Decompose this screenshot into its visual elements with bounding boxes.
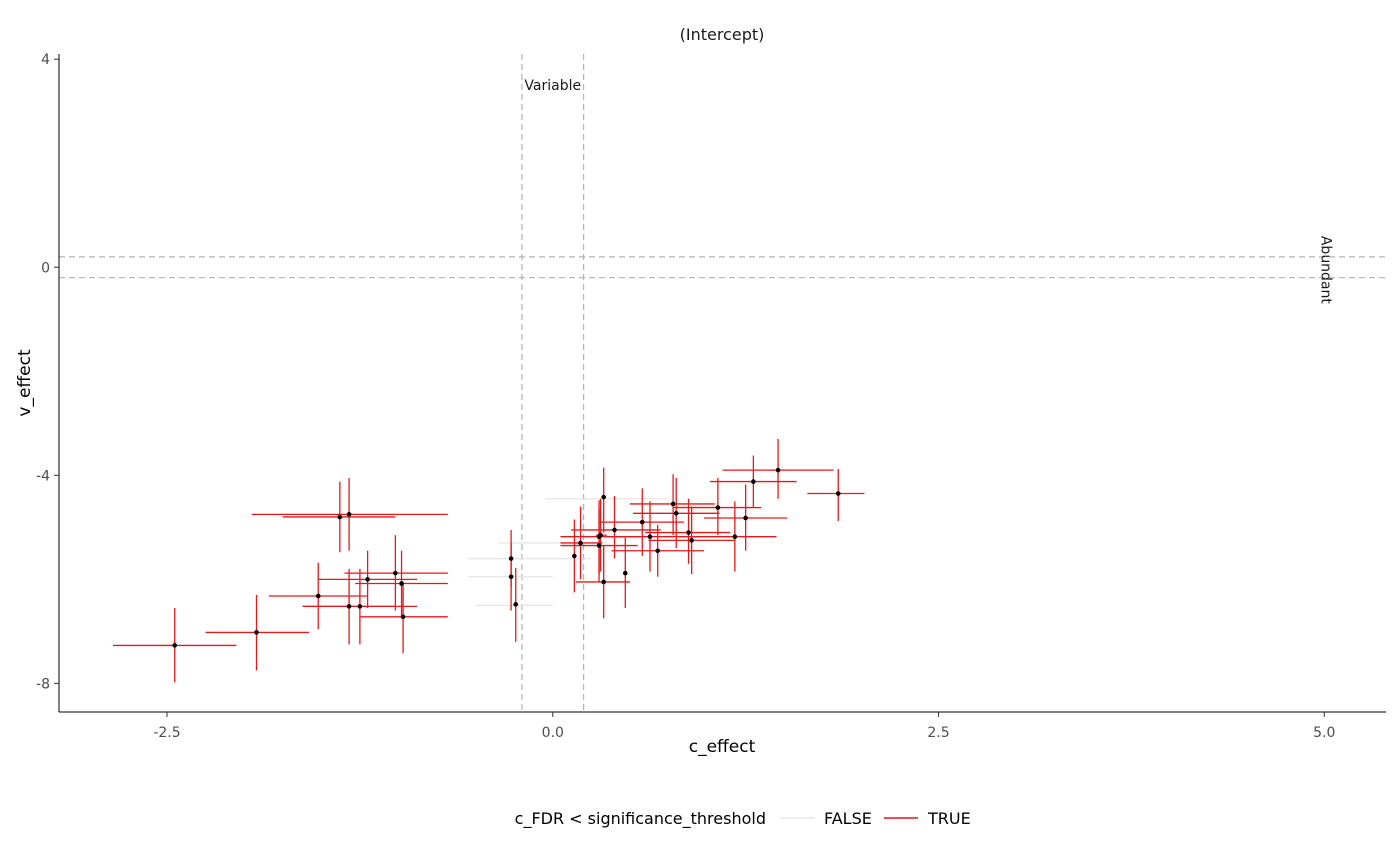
point-true-2: [315, 593, 321, 599]
point-true-6: [357, 604, 363, 609]
x-axis-ticks: -2.5 0.0 2.5 5.0: [153, 712, 1335, 741]
x-tick-label-1: 0.0: [542, 725, 564, 741]
point-true-20: [601, 579, 606, 585]
x-tick-label-0: -2.5: [153, 725, 180, 741]
point-true-5: [346, 604, 352, 609]
point-true-7: [365, 577, 370, 582]
point-true-3: [337, 514, 343, 520]
point-true-29: [689, 538, 694, 543]
errorbars-true-series: [113, 438, 865, 683]
point-true-18: [598, 532, 603, 538]
point-true-27: [673, 510, 679, 516]
y-tick-label-1: 0: [41, 260, 50, 276]
y-tick-label-0: 4: [41, 52, 50, 68]
point-true-31: [732, 534, 738, 540]
point-true-0: [172, 643, 178, 648]
point-true-10: [400, 614, 406, 620]
point-true-24: [647, 534, 653, 540]
data-points: [172, 467, 841, 648]
legend: c_FDR < significance_threshold FALSE TRU…: [515, 809, 971, 829]
point-true-25: [655, 548, 660, 554]
errorbars-false-series: [467, 498, 669, 607]
point-true-12: [508, 574, 514, 580]
point-true-28: [686, 530, 691, 535]
point-true-17: [596, 543, 602, 548]
point-true-22: [622, 570, 628, 576]
y-tick-label-2: -4: [36, 468, 50, 484]
point-true-21: [612, 527, 617, 533]
point-true-30: [715, 505, 721, 510]
point-true-8: [393, 570, 398, 576]
point-true-14: [572, 553, 577, 559]
point-true-19: [601, 494, 606, 500]
point-true-32: [743, 515, 748, 521]
point-true-1: [254, 630, 259, 635]
point-true-9: [399, 581, 404, 586]
reference-lines: [59, 54, 1386, 712]
legend-label-true: TRUE: [927, 809, 971, 828]
y-axis-ticks: 4 0 -4 -8: [36, 52, 59, 692]
annotation-variable: Variable: [524, 78, 581, 94]
legend-label-false: FALSE: [824, 809, 872, 828]
annotation-abundant: Abundant: [1317, 236, 1333, 305]
point-true-33: [751, 479, 756, 484]
x-tick-label-2: 2.5: [927, 725, 949, 741]
point-true-35: [835, 491, 841, 496]
chart-title: (Intercept): [680, 25, 765, 44]
legend-title: c_FDR < significance_threshold: [515, 809, 766, 829]
point-true-34: [775, 467, 781, 473]
x-tick-label-3: 5.0: [1313, 725, 1335, 741]
point-true-13: [513, 602, 519, 607]
point-true-26: [670, 501, 676, 507]
x-axis-title: c_effect: [689, 737, 756, 757]
y-axis-title: v_effect: [15, 349, 35, 417]
point-true-11: [508, 556, 514, 561]
point-true-15: [578, 540, 583, 546]
point-true-23: [639, 519, 645, 525]
y-tick-label-3: -8: [36, 676, 50, 692]
point-true-4: [346, 512, 352, 517]
